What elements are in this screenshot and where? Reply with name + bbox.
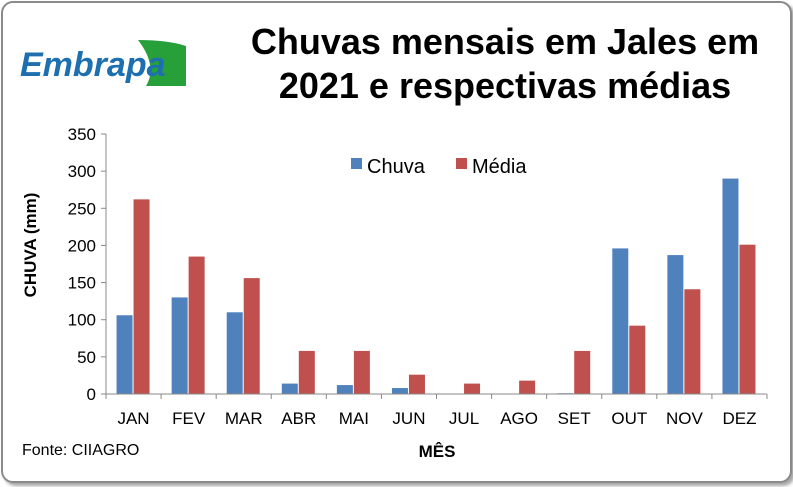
bar-media-dez: [739, 244, 756, 394]
legend: Chuva Média: [351, 156, 527, 178]
x-tick-label: DEZ: [722, 409, 756, 428]
embrapa-logo: Embrapa: [20, 40, 186, 86]
svg-text:Embrapa: Embrapa: [20, 46, 166, 84]
x-tick-label: FEV: [172, 409, 206, 428]
x-tick-label: OUT: [611, 409, 647, 428]
bar-chuva-mar: [226, 312, 243, 394]
source-note: Fonte: CIIAGRO: [22, 442, 140, 459]
y-tick-label: 50: [77, 348, 96, 367]
bar-media-set: [574, 350, 591, 394]
bar-chuva-jan: [116, 315, 133, 394]
y-tick-label: 100: [68, 311, 96, 330]
legend-swatch-chuva: [351, 158, 362, 169]
bar-media-mar: [243, 278, 260, 394]
x-tick-label: JUN: [392, 409, 425, 428]
bar-chuva-out: [612, 248, 629, 394]
bar-media-mai: [353, 350, 370, 394]
x-tick-label: NOV: [666, 409, 704, 428]
x-tick-label: ABR: [281, 409, 316, 428]
bar-media-nov: [684, 289, 701, 394]
bar-media-out: [629, 325, 646, 394]
bar-media-fev: [188, 256, 205, 394]
y-tick-label: 350: [68, 125, 96, 144]
bar-media-jan: [133, 199, 150, 394]
y-axis-label: CHUVA (mm): [21, 193, 40, 298]
y-tick-label: 200: [68, 236, 96, 255]
x-tick-label: JUL: [449, 409, 479, 428]
bar-media-abr: [298, 350, 315, 394]
y-tick-label: 0: [87, 385, 96, 404]
legend-label-media: Média: [472, 156, 527, 178]
legend-swatch-media: [456, 158, 467, 169]
y-tick-label: 150: [68, 274, 96, 293]
x-tick-label: AGO: [500, 409, 538, 428]
y-tick-label: 300: [68, 162, 96, 181]
bar-chuva-dez: [722, 178, 739, 394]
bar-media-ago: [519, 380, 536, 394]
legend-label-chuva: Chuva: [367, 156, 426, 178]
chart-title: Chuvas mensais em Jales em 2021 e respec…: [250, 21, 760, 106]
y-tick-label: 250: [68, 199, 96, 218]
x-tick-label: MAI: [339, 409, 369, 428]
bar-media-jul: [464, 383, 481, 394]
bar-media-jun: [408, 374, 425, 394]
bar-chuva-mai: [336, 385, 353, 394]
bar-chuva-jun: [391, 388, 408, 394]
x-tick-label: SET: [558, 409, 591, 428]
bar-chuva-abr: [281, 383, 298, 394]
x-tick-label: MAR: [225, 409, 263, 428]
bar-chuva-nov: [667, 255, 684, 394]
x-tick-label: JAN: [117, 409, 149, 428]
x-axis-label: MÊS: [419, 442, 456, 461]
bar-chuva-fev: [171, 297, 188, 394]
